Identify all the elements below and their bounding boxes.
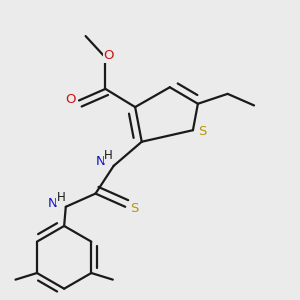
Text: N: N	[96, 155, 105, 168]
Text: S: S	[198, 125, 206, 138]
Text: H: H	[56, 191, 65, 204]
Text: H: H	[104, 149, 113, 162]
Text: O: O	[103, 50, 114, 62]
Text: O: O	[65, 93, 76, 106]
Text: S: S	[130, 202, 139, 215]
Text: N: N	[48, 197, 58, 210]
